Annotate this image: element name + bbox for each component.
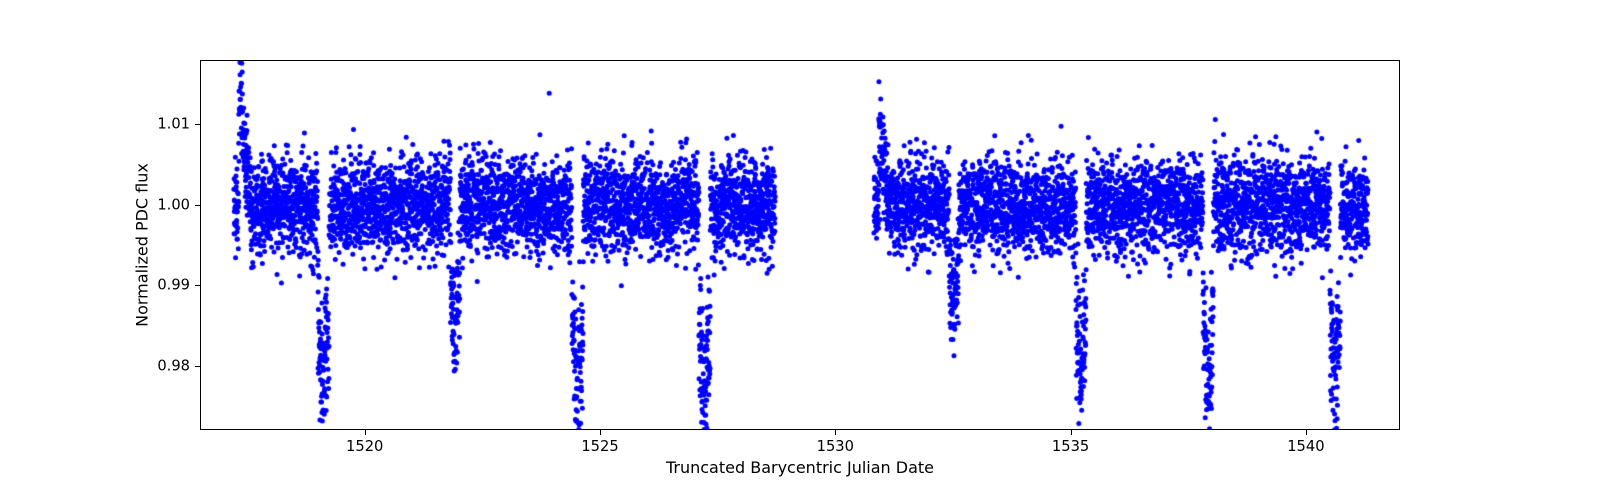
x-tick-label: 1525 [581,438,618,455]
x-tick-mark [600,430,601,435]
x-tick-mark [1071,430,1072,435]
x-tick-label: 1540 [1287,438,1324,455]
x-tick-mark [365,430,366,435]
y-tick-label: 1.00 [157,196,190,213]
x-tick-label: 1520 [346,438,383,455]
y-tick-mark [195,366,200,367]
y-tick-label: 0.99 [157,277,190,294]
x-axis-label: Truncated Barycentric Julian Date [666,458,934,477]
x-tick-mark [835,430,836,435]
plot-area [200,60,1400,430]
y-tick-mark [195,205,200,206]
y-axis-label: Normalized PDC flux [133,163,152,327]
y-tick-label: 1.01 [157,116,190,133]
scatter-points-canvas [201,61,1400,430]
figure: Truncated Barycentric Julian Date Normal… [0,0,1600,500]
y-tick-mark [195,124,200,125]
y-tick-label: 0.98 [157,357,190,374]
scatter-chart: Truncated Barycentric Julian Date Normal… [200,60,1400,430]
x-tick-mark [1306,430,1307,435]
y-tick-mark [195,285,200,286]
x-tick-label: 1530 [817,438,854,455]
x-tick-label: 1535 [1052,438,1089,455]
